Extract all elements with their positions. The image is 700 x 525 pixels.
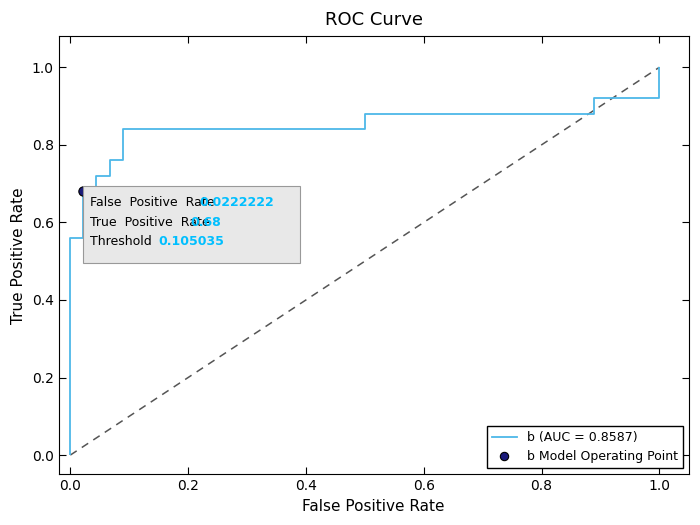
b Model Operating Point [78, 187, 89, 195]
Title: ROC Curve: ROC Curve [325, 11, 423, 29]
b (AUC = 0.8587) [590, 111, 598, 117]
b (AUC = 0.8587) [360, 111, 369, 117]
FancyBboxPatch shape [83, 185, 300, 263]
b (AUC = 0.8587) [655, 95, 664, 101]
Text: 0.68: 0.68 [190, 216, 221, 229]
b (AUC = 0.8587) [655, 64, 664, 70]
b (AUC = 0.8587) [66, 452, 74, 458]
b (AUC = 0.8587) [590, 95, 598, 101]
b (AUC = 0.8587) [106, 173, 114, 179]
b (AUC = 0.8587) [66, 235, 74, 241]
Text: 0.105035: 0.105035 [158, 235, 224, 248]
Legend: b (AUC = 0.8587), b Model Operating Point: b (AUC = 0.8587), b Model Operating Poin… [486, 426, 682, 468]
Y-axis label: True Positive Rate: True Positive Rate [11, 187, 26, 323]
b (AUC = 0.8587) [79, 235, 88, 241]
Text: Threshold: Threshold [90, 235, 160, 248]
b (AUC = 0.8587) [79, 188, 88, 194]
b (AUC = 0.8587) [360, 126, 369, 132]
b (AUC = 0.8587) [118, 126, 127, 132]
X-axis label: False Positive Rate: False Positive Rate [302, 499, 445, 514]
Text: 0.0222222: 0.0222222 [199, 196, 274, 209]
Line: b (AUC = 0.8587): b (AUC = 0.8587) [70, 67, 659, 455]
Text: True  Positive  Rate: True Positive Rate [90, 216, 218, 229]
b (AUC = 0.8587) [92, 188, 101, 194]
b (AUC = 0.8587) [106, 157, 114, 163]
Text: False  Positive  Rate: False Positive Rate [90, 196, 223, 209]
b (AUC = 0.8587) [118, 157, 127, 163]
b (AUC = 0.8587) [92, 173, 101, 179]
